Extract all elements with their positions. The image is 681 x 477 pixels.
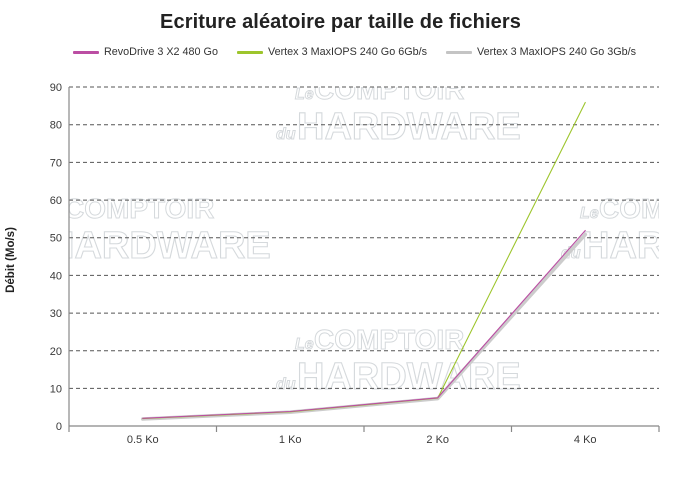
svg-text:2 Ko: 2 Ko: [426, 434, 449, 446]
svg-text:40: 40: [50, 270, 62, 282]
svg-text:70: 70: [50, 157, 62, 169]
svg-text:80: 80: [50, 120, 62, 132]
svg-text:30: 30: [50, 308, 62, 320]
svg-text:50: 50: [50, 233, 62, 245]
svg-text:0.5 Ko: 0.5 Ko: [127, 434, 159, 446]
svg-text:4 Ko: 4 Ko: [574, 434, 597, 446]
svg-text:20: 20: [50, 346, 62, 358]
svg-text:0: 0: [56, 421, 62, 433]
svg-text:1 Ko: 1 Ko: [279, 434, 302, 446]
svg-text:10: 10: [50, 383, 62, 395]
svg-text:60: 60: [50, 195, 62, 207]
svg-text:90: 90: [50, 82, 62, 94]
